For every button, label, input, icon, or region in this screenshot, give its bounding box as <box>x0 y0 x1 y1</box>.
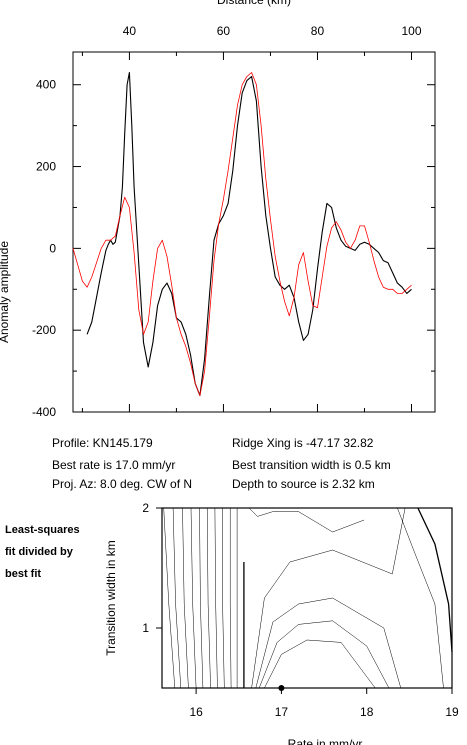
model-anomaly-line <box>72 72 412 396</box>
contour-line <box>206 507 211 689</box>
contour-line <box>182 507 189 689</box>
x-tick-label: 100 <box>401 24 421 38</box>
depth-to-source-label: Depth to source is 2.32 km <box>232 477 375 491</box>
contour-line <box>417 507 453 653</box>
x-axis-title: Rate in mm/yr <box>288 737 363 745</box>
best-rate-label: Best rate is 17.0 mm/yr <box>52 458 176 472</box>
misfit-contour-plot: 16 17 18 19 1 2 Rate in mm/yr Transition width … <box>104 501 459 745</box>
x-tick-label: 19 <box>445 705 459 719</box>
projection-azimuth-label: Proj. Az: 8.0 deg. CW of N <box>52 477 193 491</box>
contour-line <box>251 507 406 689</box>
best-transition-width-label: Best transition width is 0.5 km <box>232 458 391 472</box>
contour-frame <box>161 507 453 689</box>
side-note-line1: Least-squares <box>5 524 80 536</box>
x-axis-title: Distance (km) <box>217 0 291 7</box>
contour-line <box>163 507 176 689</box>
side-note-line3: best fit <box>5 568 42 580</box>
x-tick-label: 80 <box>311 24 325 38</box>
x-tick-label: 40 <box>123 24 137 38</box>
contour-line <box>190 507 197 689</box>
y-tick-label: -400 <box>32 405 56 419</box>
contour-line <box>214 507 218 689</box>
y-tick-label: 1 <box>142 621 149 635</box>
contour-line <box>222 508 225 689</box>
y-tick-label: -200 <box>32 323 56 337</box>
plot-frame <box>72 51 436 413</box>
best-fit-point <box>278 685 285 691</box>
contour-line <box>199 507 204 689</box>
contour-line <box>248 507 365 533</box>
y-tick-label: 200 <box>36 160 56 174</box>
y-tick-label: 2 <box>142 501 149 515</box>
side-note-line2: fit divided by <box>5 546 73 558</box>
ridge-crossing-label: Ridge Xing is -47.17 32.82 <box>232 436 374 450</box>
contour-line <box>258 620 390 689</box>
contour-line <box>264 639 376 689</box>
contour-line <box>172 507 182 689</box>
contour-line <box>229 508 232 689</box>
x-tick-label: 17 <box>275 705 289 719</box>
anomaly-plot: 40 60 80 100 -400 -200 0 200 400 Distance (km) Ano… <box>0 0 436 419</box>
y-axis-title: Transition width in km <box>104 540 118 656</box>
contour-line <box>397 507 444 689</box>
x-tick-label: 60 <box>217 24 231 38</box>
x-tick-label: 18 <box>360 705 374 719</box>
x-tick-label: 16 <box>189 705 203 719</box>
profile-label: Profile: KN145.179 <box>52 436 153 450</box>
contour-line <box>255 597 402 689</box>
observed-anomaly-line <box>86 71 412 397</box>
y-tick-label: 0 <box>49 241 56 255</box>
y-axis-title: Anomaly amplitude <box>0 241 11 343</box>
y-tick-label: 400 <box>36 78 56 92</box>
